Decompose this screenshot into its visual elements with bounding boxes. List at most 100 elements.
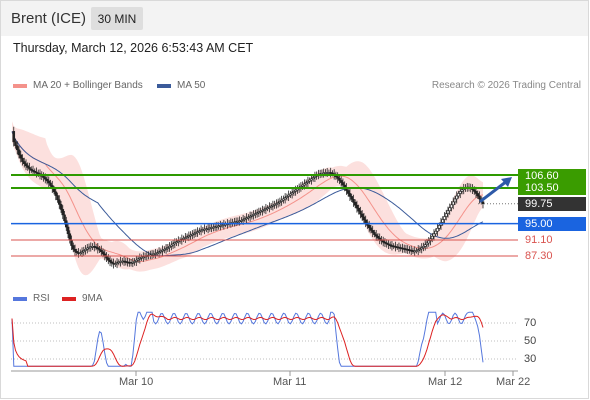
candle-body bbox=[182, 238, 185, 240]
level-r2-label: 106.60 bbox=[518, 169, 586, 183]
candle-body bbox=[458, 191, 462, 194]
candle-body bbox=[29, 168, 33, 171]
candle-body bbox=[136, 258, 140, 261]
candle-body bbox=[82, 250, 86, 253]
candle-body bbox=[19, 154, 23, 159]
candle-body bbox=[294, 189, 297, 192]
candle-body bbox=[94, 246, 98, 249]
candle-body bbox=[142, 256, 145, 259]
candle-body bbox=[255, 212, 259, 215]
candle-body bbox=[166, 247, 170, 249]
candle-body bbox=[434, 230, 438, 235]
candle-body bbox=[420, 247, 424, 250]
candle-body bbox=[364, 219, 367, 224]
candle-body bbox=[96, 247, 100, 250]
rsi-tick-70: 70 bbox=[524, 317, 537, 329]
candle-body bbox=[262, 209, 266, 211]
candle-body bbox=[177, 240, 180, 243]
candle-body bbox=[474, 191, 478, 194]
candle-body bbox=[416, 249, 420, 252]
candle-body bbox=[168, 246, 171, 248]
candle-body bbox=[346, 190, 350, 194]
candle-body bbox=[388, 244, 392, 246]
candle-body bbox=[353, 201, 357, 206]
candle-body bbox=[36, 172, 40, 175]
candle-body bbox=[15, 145, 19, 151]
candle-body bbox=[45, 178, 49, 182]
candle-body bbox=[198, 230, 201, 233]
candle-body bbox=[341, 182, 345, 186]
candle-body bbox=[430, 235, 434, 240]
candle-body bbox=[107, 257, 110, 261]
candle-body bbox=[303, 183, 306, 186]
candle-body bbox=[437, 225, 441, 229]
candle-body bbox=[80, 251, 84, 254]
timeframe-button[interactable]: 30 MIN bbox=[91, 7, 143, 30]
legend-ma50: MA 50 bbox=[157, 80, 205, 91]
candle-body bbox=[264, 208, 268, 210]
x-tick-mar10: Mar 10 bbox=[119, 376, 154, 388]
candle-body bbox=[339, 180, 343, 183]
candle-body bbox=[352, 199, 355, 203]
legend-bollinger-label: MA 20 + Bollinger Bands bbox=[33, 80, 143, 91]
candle-body bbox=[306, 180, 310, 183]
candle-body bbox=[282, 198, 285, 201]
candle-body bbox=[26, 165, 30, 168]
candle-body bbox=[245, 217, 248, 220]
level-s2-label: 87.30 bbox=[525, 250, 553, 262]
candle-body bbox=[355, 204, 359, 209]
candle-body bbox=[56, 195, 59, 201]
ma9-swatch-icon bbox=[62, 296, 76, 301]
candle-body bbox=[138, 257, 142, 260]
candle-body bbox=[273, 204, 276, 206]
candle-body bbox=[369, 227, 373, 231]
candle-body bbox=[71, 245, 75, 250]
level-pivot-label: 95.00 bbox=[518, 217, 586, 231]
candle-body bbox=[252, 214, 255, 216]
candle-body bbox=[135, 259, 138, 262]
candle-body bbox=[156, 252, 159, 254]
candle-body bbox=[131, 261, 135, 264]
candle-body bbox=[371, 230, 374, 233]
candle-body bbox=[42, 175, 45, 178]
candle-body bbox=[248, 215, 252, 218]
candle-body bbox=[163, 248, 166, 251]
legend-rsi-label: RSI bbox=[33, 293, 50, 304]
candle-body bbox=[114, 263, 117, 265]
x-tick-mar12: Mar 12 bbox=[428, 376, 463, 388]
candle-body bbox=[85, 247, 89, 250]
candle-body bbox=[385, 242, 388, 245]
candle-body bbox=[133, 261, 136, 263]
candle-body bbox=[157, 251, 161, 254]
candle-body bbox=[187, 235, 191, 238]
candle-body bbox=[191, 233, 194, 236]
candle-body bbox=[423, 244, 427, 247]
candle-body bbox=[17, 149, 21, 156]
candle-body bbox=[453, 198, 457, 203]
candle-body bbox=[289, 193, 292, 196]
candle-body bbox=[250, 214, 254, 217]
candle-body bbox=[271, 204, 275, 207]
legend-ma50-label: MA 50 bbox=[177, 80, 206, 91]
candle-body bbox=[159, 250, 163, 253]
candle-body bbox=[427, 240, 431, 244]
candle-body bbox=[78, 252, 82, 254]
timestamp: Thursday, March 12, 2026 6:53:43 AM CET bbox=[13, 41, 254, 55]
bollinger-swatch-icon bbox=[13, 83, 27, 88]
candle-body bbox=[443, 216, 446, 220]
candle-body bbox=[304, 182, 308, 185]
candle-body bbox=[448, 207, 452, 211]
candle-body bbox=[268, 206, 271, 209]
candle-body bbox=[184, 237, 187, 239]
candle-body bbox=[243, 218, 247, 220]
candle-body bbox=[259, 210, 262, 213]
candle-body bbox=[422, 246, 425, 248]
candle-body bbox=[241, 219, 245, 221]
legend-bollinger: MA 20 + Bollinger Bands bbox=[13, 80, 143, 91]
candle-body bbox=[383, 241, 387, 244]
candle-body bbox=[173, 242, 177, 245]
candle-body bbox=[360, 213, 364, 218]
candle-body bbox=[68, 233, 72, 241]
candle-body bbox=[196, 231, 199, 233]
